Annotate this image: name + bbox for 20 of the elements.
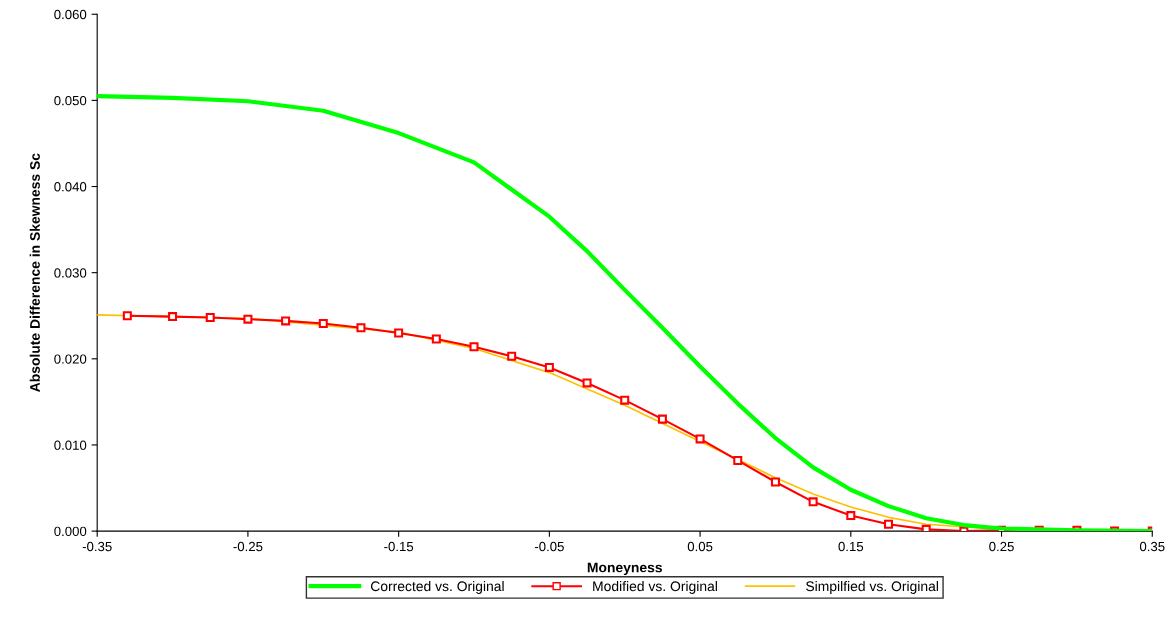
y-tick-label: 0.020 bbox=[54, 354, 87, 364]
y-tick-label: 0.000 bbox=[54, 526, 87, 537]
x-tick-label: -0.05 bbox=[534, 541, 564, 552]
y-tick-label: 0.050 bbox=[54, 95, 87, 106]
x-tick-label: 0.25 bbox=[989, 541, 1014, 552]
y-tick-label: 0.060 bbox=[54, 9, 87, 20]
x-tick-label: 0.15 bbox=[838, 541, 864, 552]
x-tick-label: 0.35 bbox=[1139, 541, 1165, 552]
y-axis-title: Absolute Difference in Skewness Sc bbox=[29, 153, 40, 392]
x-tick-label: 0.05 bbox=[687, 541, 713, 552]
y-tick-label: 0.030 bbox=[54, 268, 87, 278]
legend-label: Simpilfied vs. Original bbox=[806, 580, 938, 594]
x-axis-title: Moneyness bbox=[587, 562, 662, 576]
x-tick-label: -0.25 bbox=[233, 541, 263, 552]
legend-label: Corrected vs. Original bbox=[370, 580, 504, 594]
y-tick-label: 0.040 bbox=[54, 182, 87, 192]
x-tick-label: -0.35 bbox=[82, 541, 112, 552]
y-tick-label: 0.010 bbox=[54, 440, 87, 450]
legend-label: Modified vs. Original bbox=[593, 580, 717, 594]
x-tick-label: -0.15 bbox=[384, 541, 414, 552]
